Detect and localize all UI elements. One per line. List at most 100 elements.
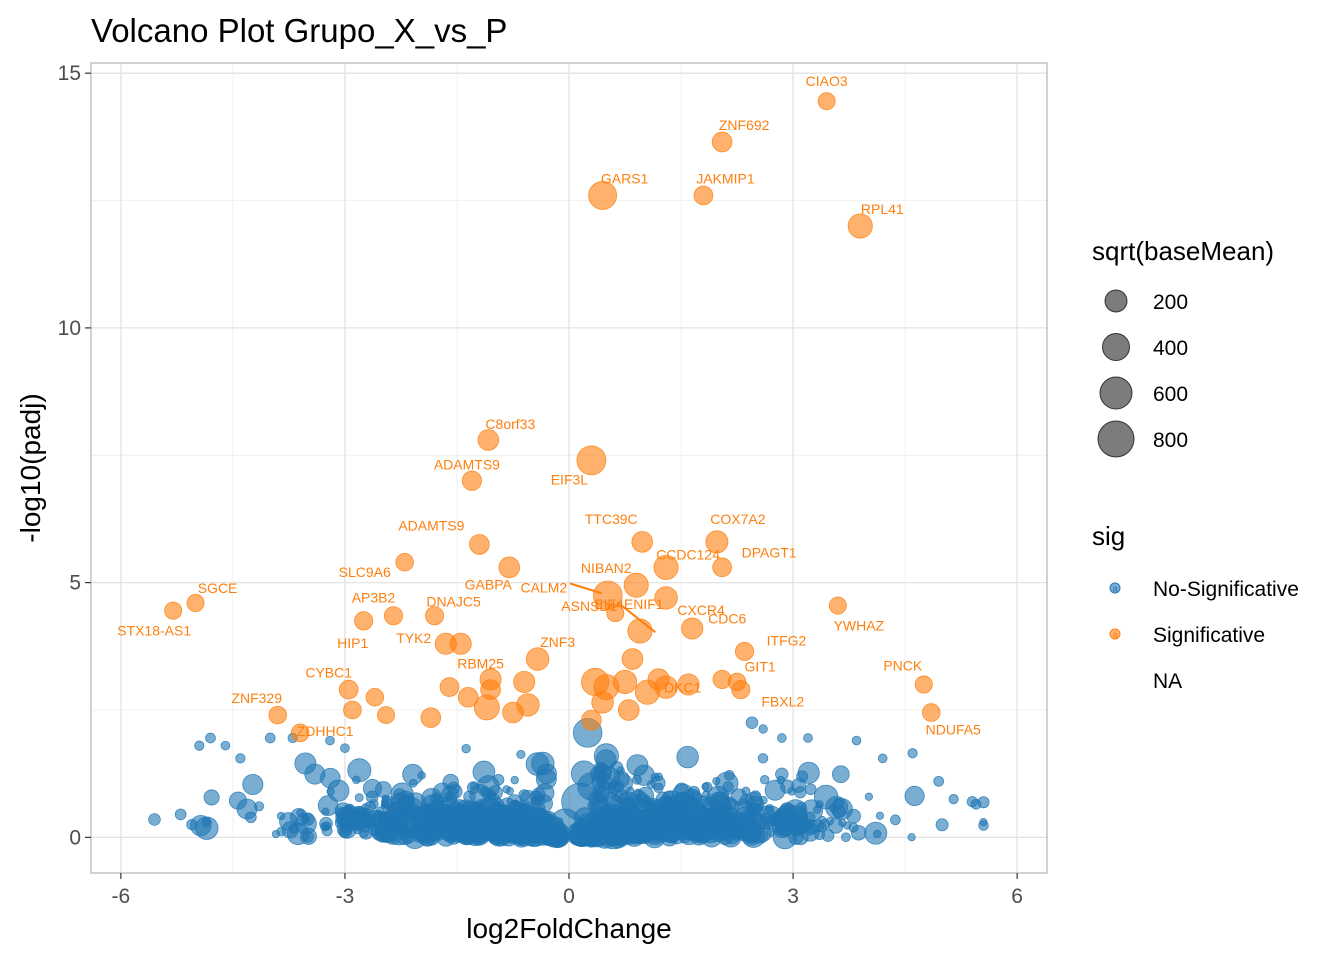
non-significant-point xyxy=(616,766,625,775)
non-significant-point xyxy=(220,740,231,751)
y-tick-label: 0 xyxy=(69,826,81,849)
significant-point xyxy=(921,703,941,722)
y-axis-title: -log10(padj) xyxy=(15,393,46,542)
gene-label: ZDHHC1 xyxy=(297,723,354,739)
gene-label: PNCK xyxy=(883,658,923,674)
gene-label: JAKMIP1 xyxy=(696,170,755,186)
non-significant-point xyxy=(431,805,441,814)
size-legend-label: 200 xyxy=(1153,291,1188,314)
y-axis-ticks: 0 5 10 15 xyxy=(58,62,91,849)
non-significant-point xyxy=(606,819,615,829)
non-significant-point xyxy=(948,794,959,805)
non-significant-point xyxy=(148,813,161,826)
gene-label: CALM2 xyxy=(520,579,567,595)
non-significant-point xyxy=(785,818,794,827)
size-legend-label: 400 xyxy=(1153,337,1188,360)
non-significant-point xyxy=(345,803,355,813)
significant-point xyxy=(612,669,638,695)
significant-point xyxy=(525,647,550,671)
gene-label: CIAO3 xyxy=(806,73,848,89)
non-significant-point xyxy=(592,818,601,827)
color-legend-glyph: a xyxy=(1112,584,1117,594)
non-significant-point xyxy=(796,801,807,812)
size-legend: 200 400 600 800 xyxy=(1097,289,1188,458)
non-significant-point xyxy=(360,828,369,838)
non-significant-point xyxy=(437,823,446,832)
non-significant-point xyxy=(340,743,350,754)
non-significant-point xyxy=(483,827,492,837)
non-significant-point xyxy=(776,775,786,785)
gene-label: DNAJC5 xyxy=(426,594,481,610)
significant-point xyxy=(677,673,700,696)
non-significant-point xyxy=(505,818,514,828)
non-significant-point xyxy=(483,820,492,829)
non-significant-point xyxy=(748,817,757,826)
non-significant-point xyxy=(201,816,212,828)
gene-label: ADAMTS9 xyxy=(398,517,464,533)
gene-label: RPL41 xyxy=(861,201,904,217)
size-legend-title: sqrt(baseMean) xyxy=(1092,236,1274,266)
significant-point xyxy=(268,705,287,725)
significant-point xyxy=(647,668,670,691)
gene-label: C8orf33 xyxy=(485,416,535,432)
non-significant-point xyxy=(422,804,431,813)
non-significant-point xyxy=(397,819,406,828)
x-tick-label: -6 xyxy=(112,885,131,908)
non-significant-point xyxy=(792,818,802,828)
non-significant-point xyxy=(605,810,615,819)
non-significant-point xyxy=(418,828,427,838)
significant-point xyxy=(290,723,310,743)
non-significant-point xyxy=(673,822,682,832)
non-significant-point xyxy=(654,772,663,781)
non-significant-point xyxy=(242,773,264,795)
non-significant-point xyxy=(587,801,596,810)
significant-point xyxy=(502,701,524,724)
non-significant-point xyxy=(497,831,507,840)
significant-point xyxy=(354,611,374,631)
non-significant-point xyxy=(533,818,543,827)
gene-label: GABPA xyxy=(465,576,513,592)
non-significant-point xyxy=(673,810,682,819)
significant-point xyxy=(591,691,614,714)
gene-label: DPAGT1 xyxy=(742,544,797,560)
non-significant-point xyxy=(765,803,775,814)
gene-label: YWHAZ xyxy=(834,618,885,634)
non-significant-point xyxy=(777,733,787,743)
non-significant-point xyxy=(595,763,606,774)
significant-point xyxy=(817,92,836,111)
significant-point xyxy=(420,707,442,728)
color-legend: a No-Significative a Significative NA xyxy=(1109,578,1299,693)
non-significant-point xyxy=(194,740,205,751)
non-significant-point xyxy=(712,777,721,786)
non-significant-point xyxy=(614,827,623,836)
gene-label: NIBAN2 xyxy=(581,560,632,576)
gene-label: DKC1 xyxy=(664,679,702,695)
non-significant-point xyxy=(661,814,670,823)
non-significant-point xyxy=(760,775,770,785)
significant-point xyxy=(377,706,395,725)
gene-label: NDUFA5 xyxy=(926,722,981,738)
non-significant-point xyxy=(653,827,662,837)
non-significant-point xyxy=(537,796,546,805)
significant-point xyxy=(425,606,445,626)
non-significant-point xyxy=(804,783,817,796)
gene-labels: CIAO3 ZNF692 GARS1 JAKMIP1 RPL41 C8orf33 EIF3L… xyxy=(117,73,981,739)
non-significant-point xyxy=(864,792,873,801)
non-significant-point xyxy=(701,832,710,841)
non-significant-point xyxy=(352,775,361,785)
non-significant-point xyxy=(510,775,519,785)
non-significant-point xyxy=(644,829,653,838)
significant-point xyxy=(395,552,414,572)
non-significant-point xyxy=(537,803,546,812)
non-significant-point xyxy=(687,794,696,804)
gene-label: ZNF692 xyxy=(719,117,770,133)
significant-point xyxy=(828,596,847,615)
non-significant-point xyxy=(516,749,526,759)
non-significant-point xyxy=(320,767,341,789)
non-significant-point xyxy=(546,833,555,842)
non-significant-point xyxy=(754,802,763,812)
non-significant-point xyxy=(174,808,187,821)
gene-label: SGCE xyxy=(198,580,238,596)
non-significant-point xyxy=(479,803,488,812)
non-significant-point xyxy=(302,831,314,843)
